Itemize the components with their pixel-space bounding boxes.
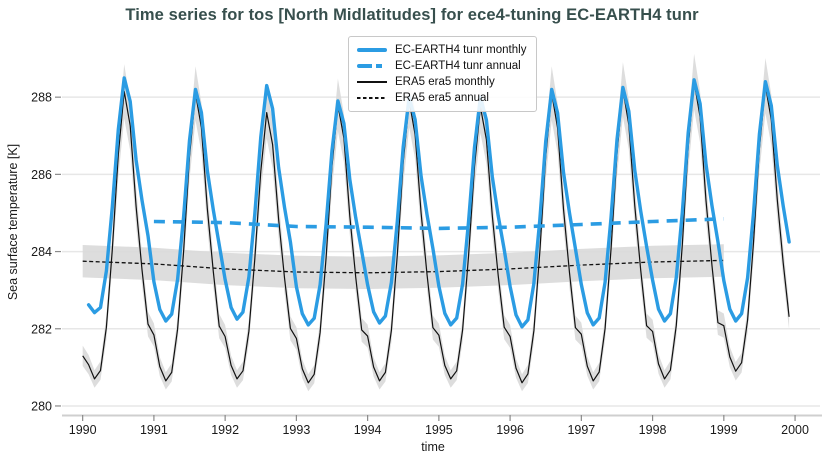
legend-item-model-monthly: EC-EARTH4 tunr monthly <box>357 42 526 58</box>
y-axis-label: Sea surface temperature [K] <box>6 143 20 301</box>
legend-label: EC-EARTH4 tunr annual <box>395 60 521 72</box>
legend-item-model-annual: EC-EARTH4 tunr annual <box>357 58 526 74</box>
x-tick-label: 1997 <box>567 423 595 437</box>
plot-area <box>82 53 791 392</box>
legend-label: ERA5 era5 annual <box>395 92 489 104</box>
legend-item-reference-monthly: ERA5 era5 monthly <box>357 74 526 90</box>
x-tick-label: 1998 <box>639 423 667 437</box>
era5-monthly-line <box>82 81 790 384</box>
ec-earth4-monthly-line <box>86 76 791 329</box>
chart-title: Time series for tos [North Midlatitudes]… <box>125 6 699 24</box>
x-tick-label: 1994 <box>354 423 382 437</box>
era5-annual-uncertainty-band <box>82 244 724 289</box>
ec-earth4-annual-line <box>153 217 724 231</box>
x-tick-label: 1990 <box>69 423 97 437</box>
x-tick-label: 1992 <box>211 423 239 437</box>
legend: EC-EARTH4 tunr monthly EC-EARTH4 tunr an… <box>348 36 538 112</box>
x-tick-label: 1995 <box>425 423 453 437</box>
y-tick-label: 286 <box>31 168 52 182</box>
x-tick-label: 1991 <box>140 423 168 437</box>
era5-annual-line <box>82 259 724 274</box>
era5-monthly-uncertainty-band <box>82 53 790 392</box>
black-solid-line-icon <box>357 81 387 83</box>
blue-dashed-line-icon <box>357 64 387 68</box>
legend-label: ERA5 era5 monthly <box>395 76 495 88</box>
x-tick-label: 1996 <box>496 423 524 437</box>
y-tick-label: 280 <box>31 399 52 413</box>
y-tick-label: 288 <box>31 91 52 105</box>
blue-solid-line-icon <box>357 48 387 52</box>
black-dashed-line-icon <box>357 97 387 99</box>
legend-label: EC-EARTH4 tunr monthly <box>395 44 527 56</box>
x-axis-label: time <box>421 440 445 454</box>
x-tick-label: 2000 <box>781 423 809 437</box>
y-tick-label: 284 <box>31 245 52 259</box>
x-tick-label: 1993 <box>282 423 310 437</box>
x-tick-label: 1999 <box>710 423 738 437</box>
y-tick-label: 282 <box>31 322 52 336</box>
legend-item-reference-annual: ERA5 era5 annual <box>357 90 526 106</box>
